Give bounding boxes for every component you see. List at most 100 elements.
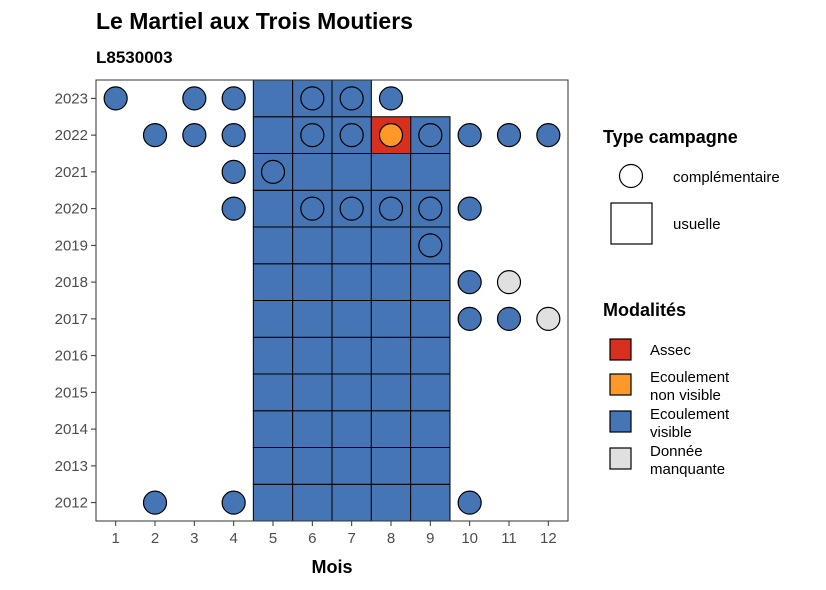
tile-2018-7 <box>331 263 372 301</box>
x-tick-label: 5 <box>269 530 277 547</box>
tile-2012-5 <box>252 483 294 522</box>
point-2021-5 <box>260 159 286 184</box>
tile-2017-5 <box>252 300 294 338</box>
tile-2021-8 <box>370 153 412 191</box>
point-2023-3 <box>182 86 207 111</box>
tile-2014-8 <box>370 410 412 448</box>
x-tick-label: 12 <box>540 530 557 547</box>
legend-modalites: Modalités Assec Ecoulement non visibleEcou… <box>603 300 730 478</box>
tile-2014-5 <box>252 410 294 448</box>
y-tick-label: 2017 <box>55 311 88 328</box>
point-2023-7 <box>339 86 364 111</box>
point-2019-9 <box>418 233 443 258</box>
y-tick-label: 2023 <box>55 90 88 107</box>
x-tick-label: 2 <box>151 530 159 547</box>
tile-2016-6 <box>292 336 333 375</box>
tile-2019-7 <box>331 226 372 265</box>
legend-square-icon <box>610 202 653 245</box>
tile-2022-5 <box>252 116 294 154</box>
legend-fill-label: Ecoulement non visible <box>650 369 730 404</box>
tile-2016-9 <box>410 336 451 375</box>
y-tick-label: 2015 <box>55 384 88 401</box>
legend-swatch <box>609 410 632 433</box>
y-tick-label: 2020 <box>55 201 88 218</box>
y-tick-label: 2012 <box>55 495 88 512</box>
tile-2019-6 <box>292 226 333 265</box>
y-tick-label: 2019 <box>55 237 88 254</box>
tile-2013-5 <box>252 447 294 485</box>
tile-2015-5 <box>252 373 294 412</box>
point-2022-6 <box>300 123 325 148</box>
legend-shape-label-usuelle: usuelle <box>673 216 721 233</box>
point-2018-10 <box>457 270 482 295</box>
point-2023-6 <box>300 86 325 111</box>
tile-2015-6 <box>292 373 333 412</box>
point-2020-6 <box>300 196 325 221</box>
x-tick-label: 11 <box>501 530 517 547</box>
tile-2020-5 <box>252 189 294 228</box>
x-tick-label: 4 <box>229 530 237 547</box>
y-tick-label: 2013 <box>55 458 88 475</box>
point-2020-10 <box>457 196 482 221</box>
tile-2013-6 <box>292 447 333 485</box>
tile-2013-9 <box>410 447 451 485</box>
point-2021-4 <box>221 159 246 184</box>
point-2017-10 <box>457 306 482 331</box>
tile-2017-9 <box>410 300 451 338</box>
tile-2021-7 <box>331 153 372 191</box>
point-2012-4 <box>221 490 246 515</box>
legend-circle-icon <box>618 163 644 189</box>
point-2012-2 <box>142 490 168 515</box>
tile-2017-7 <box>331 300 372 338</box>
point-2022-9 <box>418 123 443 148</box>
legend-type-campagne: Type campagne complémentaire usuelle <box>603 127 780 245</box>
x-tick-label: 6 <box>308 530 316 547</box>
point-2022-8 <box>378 123 404 148</box>
tile-2018-6 <box>292 263 333 301</box>
y-axis: 2012 2013 2014 2015 2016 2017 2018 2019 2020 2021… <box>55 90 96 512</box>
tile-2016-7 <box>331 336 372 375</box>
x-tick-label: 3 <box>190 530 198 547</box>
complementaire-points <box>103 86 561 515</box>
y-tick-label: 2014 <box>55 421 88 438</box>
legend-fill-title: Modalités <box>603 300 686 320</box>
x-tick-label: 7 <box>347 530 355 547</box>
tile-2014-7 <box>331 410 372 448</box>
point-2022-10 <box>457 123 482 148</box>
point-2022-3 <box>182 123 207 148</box>
tile-2017-8 <box>370 300 412 338</box>
legend-swatch <box>609 338 632 361</box>
point-2017-11 <box>496 306 522 331</box>
legend-fill-label: Donnée manquante <box>650 443 725 478</box>
tile-2014-9 <box>410 410 451 448</box>
tile-2013-7 <box>331 447 372 485</box>
legend-fill-label: Assec <box>650 342 691 359</box>
tile-2015-7 <box>331 373 372 412</box>
tile-2021-9 <box>410 153 451 191</box>
chart-title: Le Martiel aux Trois Moutiers <box>96 8 413 34</box>
x-tick-label: 9 <box>426 530 434 547</box>
tile-2018-9 <box>410 263 451 301</box>
x-tick-label: 1 <box>111 530 119 547</box>
point-2020-4 <box>221 196 246 221</box>
point-2022-2 <box>142 123 168 148</box>
x-tick-label: 8 <box>387 530 395 547</box>
x-tick-label: 10 <box>461 530 478 547</box>
point-2017-12 <box>536 306 561 331</box>
tile-2023-5 <box>252 79 294 118</box>
plot-border <box>95 79 569 522</box>
tile-2012-7 <box>331 483 372 522</box>
point-2020-7 <box>339 196 364 221</box>
y-tick-label: 2018 <box>55 274 88 291</box>
tile-2022-6 <box>292 116 333 154</box>
point-2020-9 <box>418 196 443 221</box>
tile-2016-8 <box>370 336 412 375</box>
tile-2015-9 <box>410 373 451 412</box>
point-2020-8 <box>378 196 404 221</box>
y-tick-label: 2022 <box>55 127 88 144</box>
tile-2017-6 <box>292 300 333 338</box>
chart-subtitle: L8530003 <box>96 48 173 67</box>
y-tick-label: 2016 <box>55 348 88 365</box>
point-2023-8 <box>378 86 404 111</box>
